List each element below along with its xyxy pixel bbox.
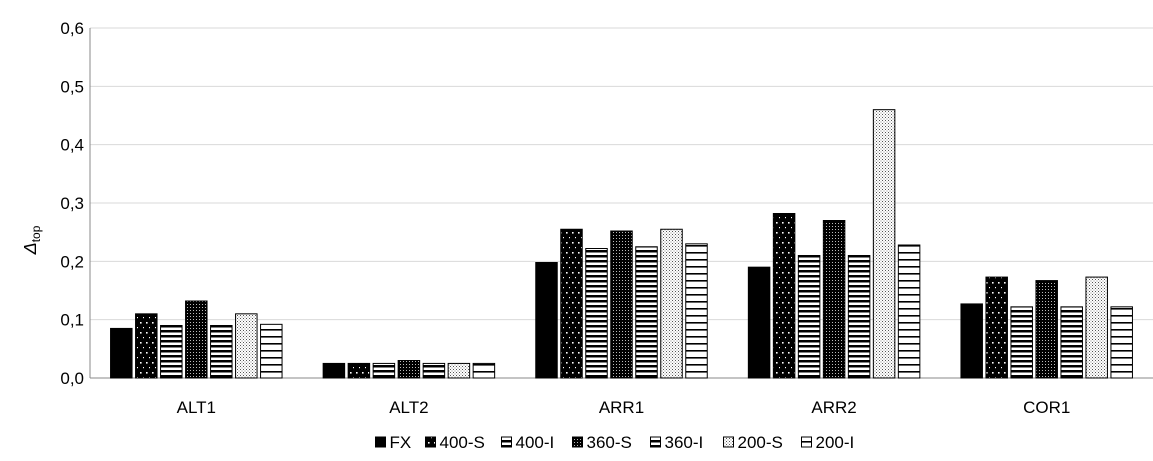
legend-swatch-400-S xyxy=(425,436,436,448)
legend-label: 200-S xyxy=(738,433,783,452)
category-label: ALT2 xyxy=(389,398,428,417)
bar-FX-ALT1 xyxy=(110,327,133,379)
y-tick-labels: 0,0 0,1 0,2 0,3 0,4 0,5 0,6 xyxy=(60,19,84,388)
category-label: ALT1 xyxy=(177,398,216,417)
category-label: COR1 xyxy=(1023,398,1070,417)
legend-label: 200-I xyxy=(816,433,855,452)
bar-FX-COR1 xyxy=(960,303,983,379)
bars xyxy=(110,109,1133,379)
bar-360-S-ARR2 xyxy=(822,220,846,379)
bar-200-I-ARR2 xyxy=(897,244,921,379)
y-tick-label: 0,0 xyxy=(60,369,84,388)
legend-label: 360-I xyxy=(665,433,704,452)
bar-360-S-COR1 xyxy=(1035,280,1058,379)
y-tick-label: 0,5 xyxy=(60,77,84,96)
legend-swatch-360-S xyxy=(572,436,583,448)
bar-360-I-COR1 xyxy=(1060,306,1083,379)
bar-360-S-ALT2 xyxy=(397,360,421,379)
bar-200-I-COR1 xyxy=(1110,306,1133,379)
category-labels: ALT1 ALT2 ARR1 ARR2 COR1 xyxy=(177,398,1071,417)
bar-360-S-ALT1 xyxy=(185,300,208,379)
bar-400-S-COR1 xyxy=(985,276,1008,379)
bar-400-S-ARR2 xyxy=(772,213,796,379)
legend-swatch-360-I xyxy=(650,436,661,448)
legend-label: 360-S xyxy=(587,433,632,452)
bar-360-S-ARR1 xyxy=(610,230,633,379)
y-tick-label: 0,3 xyxy=(60,194,84,213)
legend-swatch-FX xyxy=(375,436,386,448)
bar-400-S-ARR1 xyxy=(560,228,583,379)
bar-200-I-ALT2 xyxy=(472,362,496,379)
bar-FX-ARR1 xyxy=(535,262,558,379)
bar-FX-ALT2 xyxy=(322,362,346,379)
bar-360-I-ARR1 xyxy=(635,246,658,379)
bar-400-I-ALT2 xyxy=(372,362,396,379)
bar-400-S-ALT1 xyxy=(135,313,158,379)
bar-400-I-ALT1 xyxy=(160,325,183,379)
bar-200-S-ARR2 xyxy=(872,109,896,379)
bar-400-I-COR1 xyxy=(1010,306,1033,379)
bar-400-I-ARR2 xyxy=(797,255,821,379)
y-tick-label: 0,2 xyxy=(60,252,84,271)
legend-label: FX xyxy=(390,433,412,452)
bar-200-I-ARR1 xyxy=(685,243,708,379)
bar-400-I-ARR1 xyxy=(585,248,608,379)
bar-360-I-ALT1 xyxy=(210,325,233,379)
legend-label: 400-I xyxy=(516,433,555,452)
y-tick-label: 0,6 xyxy=(60,19,84,38)
legend-swatch-400-I xyxy=(501,436,512,448)
y-tick-label: 0,4 xyxy=(60,136,84,155)
legend-swatch-200-I xyxy=(801,436,812,448)
bar-400-S-ALT2 xyxy=(347,362,371,379)
y-tick-label: 0,1 xyxy=(60,311,84,330)
bar-360-I-ARR2 xyxy=(847,255,871,379)
category-label: ARR1 xyxy=(599,398,644,417)
bar-200-S-ALT1 xyxy=(235,313,258,379)
bar-200-S-COR1 xyxy=(1085,276,1108,379)
bar-200-S-ARR1 xyxy=(660,228,683,379)
bar-FX-ARR2 xyxy=(747,266,771,379)
bar-200-S-ALT2 xyxy=(447,362,471,379)
bar-360-I-ALT2 xyxy=(422,362,446,379)
bar-200-I-ALT1 xyxy=(260,323,283,379)
legend-swatch-200-S xyxy=(723,436,734,448)
category-label: ARR2 xyxy=(811,398,856,417)
legend: FX 400-S 400-I 360-S 360-I 200-S 200-I xyxy=(375,433,855,452)
legend-label: 400-S xyxy=(440,433,485,452)
y-axis-label: Δtop xyxy=(20,225,43,255)
